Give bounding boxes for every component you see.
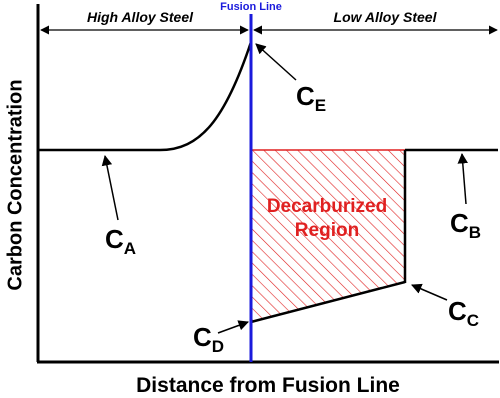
region-label: Decarburized	[267, 196, 387, 217]
left-region-label: High Alloy Steel	[87, 9, 194, 25]
fusion-line-label: Fusion Line	[220, 1, 282, 13]
y-axis-label: Carbon Concentration	[4, 79, 26, 290]
point-label: CD	[193, 322, 224, 356]
region-label: Region	[295, 220, 359, 241]
point-label: CC	[448, 296, 479, 330]
decarburized-region	[251, 150, 405, 322]
pointer	[255, 43, 297, 81]
point-label: CB	[450, 208, 481, 242]
point-label: CE	[296, 81, 326, 115]
pointer	[101, 154, 119, 221]
point-label: CA	[105, 224, 136, 258]
pointer	[217, 320, 249, 334]
x-axis-label: Distance from Fusion Line	[136, 374, 400, 397]
region-bottom	[250, 280, 406, 324]
pointer	[411, 283, 448, 301]
pointer	[457, 152, 468, 205]
right-region-label: Low Alloy Steel	[334, 9, 438, 25]
profile-left	[38, 41, 253, 152]
